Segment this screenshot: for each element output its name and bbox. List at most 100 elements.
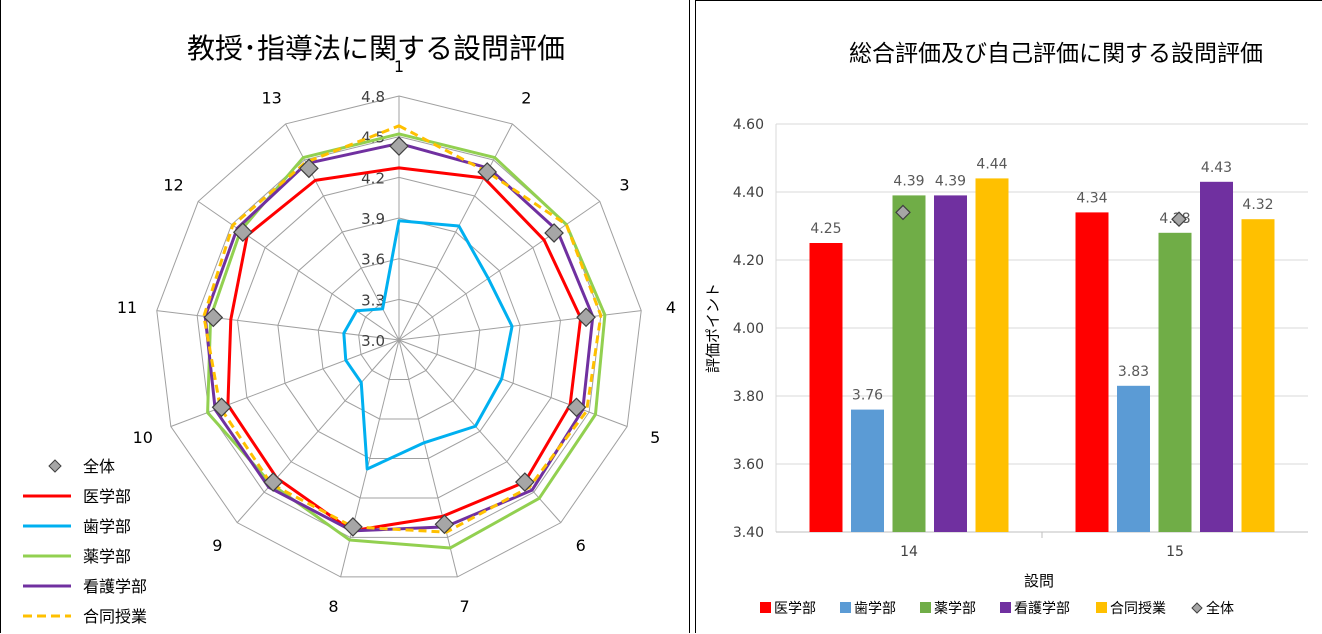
bar — [1158, 232, 1192, 533]
legend-marker-overall — [48, 459, 62, 473]
radar-spoke — [156, 310, 400, 341]
legend-swatch — [920, 602, 931, 613]
radar-r-tick-label: 3.6 — [361, 251, 385, 269]
overall-marker — [895, 204, 911, 221]
radar-axis-label: 4 — [666, 298, 676, 317]
radar-overall-marker — [343, 517, 363, 537]
radar-spoke — [398, 339, 628, 427]
radar-series-line — [202, 124, 603, 534]
legend-swatch — [840, 602, 851, 613]
bar — [934, 195, 967, 532]
radar-overall-marker — [514, 472, 535, 492]
radar-axis-label: 2 — [521, 88, 531, 107]
legend-label: 歯学部 — [83, 517, 131, 536]
radar-series-line — [226, 166, 583, 533]
bar-value-label: 4.44 — [976, 156, 1007, 172]
legend-label: 薬学部 — [83, 547, 131, 566]
bar-value-label: 4.39 — [935, 173, 966, 189]
radar-axis-label: 10 — [133, 428, 153, 447]
bar-value-label: 4.25 — [810, 221, 841, 237]
legend-label: 全体 — [83, 457, 115, 476]
radar-axis-label: 9 — [212, 536, 222, 555]
radar-spoke — [236, 339, 400, 523]
legend-label: 看護学部 — [83, 577, 147, 596]
radar-overall-marker — [232, 222, 253, 243]
radar-axis-label: 13 — [261, 88, 281, 107]
y-tick-label: 4.40 — [733, 185, 764, 201]
y-axis-title: 評価ポイント — [704, 283, 722, 373]
legend-label: 歯学部 — [854, 601, 896, 617]
y-tick-label: 4.60 — [733, 117, 764, 133]
legend-swatch — [760, 602, 771, 613]
bar — [1241, 219, 1275, 532]
radar-overall-marker — [544, 223, 564, 243]
bar-chart: 総合評価及び自己評価に関する設問評価 3.40 3.60 3.80 4.00 4.20 4.… — [704, 41, 1308, 617]
legend-swatch — [1096, 602, 1107, 613]
overall-marker — [1171, 211, 1187, 228]
bar — [1117, 385, 1150, 532]
radar-axis-label: 3 — [619, 175, 629, 194]
radar-grid-ring — [156, 95, 642, 578]
bar-value-label: 3.76 — [852, 388, 883, 404]
radar-spoke — [398, 339, 458, 578]
legend-swatch — [1000, 602, 1011, 613]
bar — [809, 243, 843, 532]
bar — [1200, 181, 1233, 533]
bar-value-label: 4.43 — [1201, 160, 1232, 176]
x-tick-label: 14 — [900, 544, 918, 560]
bar-value-label: 4.34 — [1076, 190, 1107, 206]
bar — [892, 195, 926, 532]
radar-overall-marker — [203, 307, 224, 328]
bar-value-label: 4.39 — [893, 173, 924, 189]
radar-overall-marker — [299, 158, 319, 179]
bar — [851, 409, 884, 532]
radar-axis-label: 6 — [576, 536, 586, 555]
legend-label: 看護学部 — [1014, 601, 1070, 617]
radar-overall-marker — [576, 307, 596, 328]
radar-overall-marker — [389, 136, 409, 157]
radar-overall-marker — [566, 397, 587, 418]
radar-title: 教授･指導法に関する設問評価 — [187, 32, 565, 65]
y-tick-label: 4.00 — [733, 321, 764, 337]
radar-overall-marker — [211, 397, 232, 418]
radar-grid-ring — [277, 217, 521, 459]
radar-spoke — [285, 123, 400, 341]
radar-r-tick-label: 3.9 — [361, 210, 385, 228]
x-tick-label: 15 — [1166, 544, 1184, 560]
radar-overall-marker — [434, 514, 455, 535]
radar-overall-marker — [477, 162, 498, 182]
radar-overall-marker — [263, 472, 284, 492]
radar-grid-ring — [317, 258, 481, 420]
y-tick-label: 3.80 — [733, 389, 764, 405]
legend-label: 薬学部 — [934, 601, 976, 617]
bar-title: 総合評価及び自己評価に関する設問評価 — [849, 41, 1263, 67]
legend-label: 合同授業 — [1110, 601, 1166, 617]
bar-value-label: 3.83 — [1118, 364, 1149, 380]
legend-label: 全体 — [1206, 600, 1234, 617]
radar-series-line — [342, 219, 514, 471]
radar-axis-label: 1 — [394, 57, 404, 76]
radar-grid-ring — [358, 298, 440, 380]
legend-label: 合同授業 — [83, 607, 147, 626]
radar-spoke — [398, 123, 513, 341]
bar — [1075, 212, 1109, 532]
y-tick-label: 3.60 — [733, 457, 764, 473]
legend-label: 医学部 — [774, 601, 816, 617]
radar-axis-label: 12 — [163, 175, 183, 194]
radar-axis-label: 7 — [459, 597, 469, 616]
bar-chart-panel: 総合評価及び自己評価に関する設問評価 3.40 3.60 3.80 4.00 4.20 4.… — [695, 0, 1322, 633]
radar-r-tick-label: 3.3 — [361, 291, 385, 309]
radar-chart-panel: 教授･指導法に関する設問評価 3.0 3.3 3.6 3.9 4.2 4.5 4.8 1 2 3 4 5… — [0, 0, 690, 633]
bar — [975, 178, 1009, 532]
panel-divider — [690, 0, 695, 633]
legend-label: 医学部 — [83, 487, 131, 506]
legend-marker-overall — [1191, 602, 1203, 614]
x-axis-title: 設問 — [1024, 572, 1054, 590]
radar-grid-ring — [237, 176, 561, 499]
y-tick-label: 3.40 — [733, 525, 764, 541]
radar-axis-label: 5 — [650, 428, 660, 447]
radar-spoke — [340, 339, 400, 578]
radar-axis-label: 8 — [328, 597, 338, 616]
bar-value-label: 4.32 — [1242, 197, 1273, 213]
radar-spoke — [398, 339, 562, 523]
